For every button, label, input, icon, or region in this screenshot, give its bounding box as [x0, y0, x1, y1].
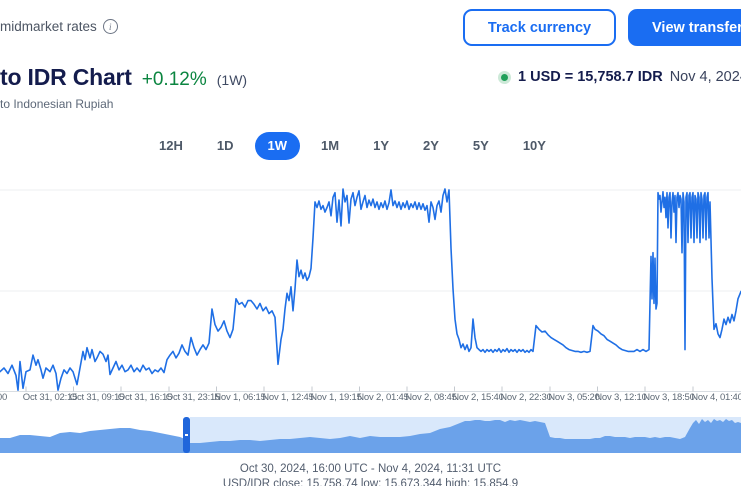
rate-line-series — [0, 188, 741, 391]
x-axis-tick-label: Nov 2, 08:45 — [405, 392, 457, 403]
x-axis-tick-label: Nov 2, 15:40 — [452, 392, 504, 403]
x-axis-tick-label: Nov 1, 12:45 — [262, 392, 314, 403]
rate-change-percent: +0.12% — [141, 69, 207, 90]
range-navigator[interactable] — [0, 417, 741, 453]
x-axis-tick-label: Nov 2, 22:30 — [500, 392, 552, 403]
current-rate-value: 1 USD = 15,758.7 IDR — [518, 69, 663, 85]
footer-date-range: Oct 30, 2024, 16:00 UTC - Nov 4, 2024, 1… — [239, 463, 502, 475]
tab-1d[interactable]: 1D — [216, 138, 234, 153]
x-axis-tick-label: Nov 4, 01:40 — [691, 392, 741, 403]
tab-1m[interactable]: 1M — [321, 138, 340, 153]
page-title: to IDR Chart — [0, 64, 132, 90]
track-currency-button[interactable]: Track currency — [463, 9, 616, 46]
footer-rate-stats: USD/IDR close: 15,758.74 low: 15,673.344… — [222, 478, 519, 486]
current-rate-row: 1 USD = 15,758.7 IDR Nov 4, 2024, 11: — [498, 69, 741, 85]
info-icon[interactable]: i — [102, 19, 118, 34]
x-axis-tick-label: Nov 3, 05:20 — [548, 392, 600, 403]
title-row: to IDR Chart +0.12% (1W) — [0, 64, 247, 91]
tab-1y[interactable]: 1Y — [373, 138, 389, 153]
x-axis-tick-label: Oct 31, 16:15 — [117, 392, 173, 403]
x-axis-tick-label: Nov 1, 19:15 — [310, 392, 362, 403]
midmarket-rates-label: midmarket rates — [0, 19, 97, 34]
current-rate-timestamp: Nov 4, 2024, 11: — [669, 69, 741, 85]
rate-change-period: (1W) — [216, 72, 248, 88]
view-transfer-quote-button[interactable]: View transfer qu — [628, 9, 741, 46]
x-axis-tick-label: Oct 31, 09:15 — [69, 392, 125, 403]
chart-subtitle: to Indonesian Rupiah — [0, 97, 114, 111]
x-axis-tick-label: Nov 2, 01:45 — [357, 392, 409, 403]
tab-10y[interactable]: 10Y — [522, 138, 546, 153]
rate-line-chart[interactable] — [0, 170, 741, 392]
x-axis-tick-label: Oct 31, 02:15 — [22, 392, 78, 403]
axis-tick-marks — [25, 386, 694, 392]
midmarket-rates-note: midmarket rates i — [0, 19, 118, 34]
navigator-handle[interactable] — [183, 417, 190, 453]
live-dot-icon — [498, 70, 511, 84]
x-axis-tick-label: Nov 3, 12:10 — [595, 392, 647, 403]
tab-12h[interactable]: 12H — [159, 138, 183, 153]
x-axis-tick-label: Nov 1, 06:15 — [214, 392, 266, 403]
x-axis-tick-label: Nov 3, 18:50 — [643, 392, 695, 403]
x-axis-tick-label: Oct 31, 23:15 — [165, 392, 221, 403]
tab-1w[interactable]: 1W — [254, 132, 301, 160]
period-tabs: 12H 1D 1W 1M 1Y 2Y 5Y 10Y — [0, 132, 723, 160]
tab-5y[interactable]: 5Y — [472, 138, 489, 153]
x-axis-tick-label: 00 — [0, 392, 8, 403]
tab-2y[interactable]: 2Y — [423, 138, 439, 153]
